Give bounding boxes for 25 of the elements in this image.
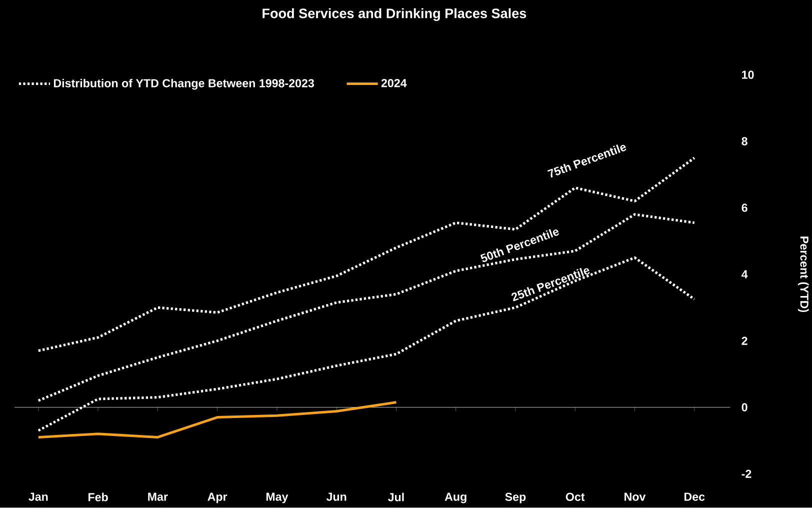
- y-tick-label: -2: [742, 470, 752, 478]
- x-tick-label: Jan: [28, 492, 48, 501]
- y-tick-label: 6: [742, 204, 748, 212]
- x-tick-label: May: [266, 492, 288, 504]
- legend-label: 2024: [381, 79, 407, 88]
- x-tick-label: Mar: [148, 492, 168, 501]
- x-tick-label: Apr: [208, 492, 228, 504]
- x-tick-label: Oct: [566, 492, 585, 502]
- x-tick-label: Aug: [444, 492, 466, 504]
- x-tick-label: Sep: [505, 492, 526, 504]
- x-tick-label: Nov: [624, 492, 646, 501]
- line-series: [37, 213, 696, 402]
- x-tick-label: Feb: [88, 492, 108, 502]
- x-tick-label: Jun: [326, 492, 346, 501]
- y-tick-label: 8: [742, 137, 748, 146]
- x-tick-label: Dec: [684, 492, 705, 501]
- chart-title: Food Services and Drinking Places Sales: [262, 8, 526, 22]
- line-series: [37, 401, 398, 439]
- y-axis-title: Percent (YTD): [798, 236, 809, 312]
- x-tick-label: Jul: [388, 492, 404, 502]
- y-tick-label: 2: [742, 336, 748, 345]
- y-tick-label: 4: [742, 270, 748, 278]
- y-tick-label: 10: [742, 70, 754, 79]
- y-tick-label: 0: [742, 403, 748, 412]
- legend-label: Distribution of YTD Change Between 1998-2023: [54, 78, 314, 90]
